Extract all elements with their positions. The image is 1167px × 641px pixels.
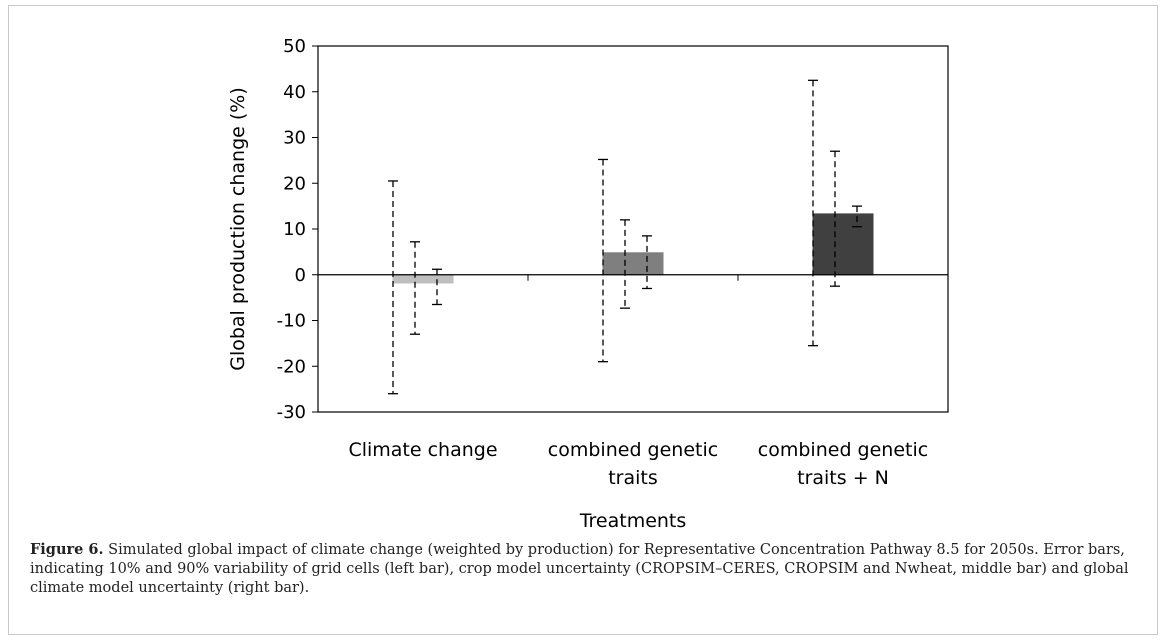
x-category-label: Climate change bbox=[348, 439, 497, 461]
x-category-label: combined genetic traits + N bbox=[758, 439, 928, 489]
y-axis-title: Global production change (%) bbox=[227, 87, 249, 371]
y-tick-label: 30 bbox=[283, 128, 306, 149]
caption-text: Simulated global impact of climate chang… bbox=[30, 542, 1129, 596]
figure-frame bbox=[8, 5, 1158, 635]
bar bbox=[812, 213, 874, 276]
y-tick-label: -20 bbox=[277, 356, 306, 377]
y-tick-label: -10 bbox=[277, 311, 306, 332]
caption-label: Figure 6. bbox=[30, 541, 104, 558]
bar-chart: 50 40 30 20 10 0 -10 -20 -30 Climate change combin… bbox=[227, 36, 949, 532]
y-tick-label: 0 bbox=[295, 265, 306, 286]
y-tick-label: 20 bbox=[283, 173, 306, 194]
x-axis-title: Treatments bbox=[579, 510, 687, 532]
figure-caption: Figure 6. Simulated global impact of cli… bbox=[30, 540, 1130, 598]
y-tick-label: 10 bbox=[283, 219, 306, 240]
y-tick-label: 50 bbox=[283, 36, 306, 57]
bar bbox=[602, 252, 664, 276]
y-tick-label: -30 bbox=[277, 402, 306, 423]
y-tick-label: 40 bbox=[283, 82, 306, 103]
bar bbox=[392, 274, 454, 284]
x-category-label: combined genetic traits bbox=[548, 439, 718, 489]
